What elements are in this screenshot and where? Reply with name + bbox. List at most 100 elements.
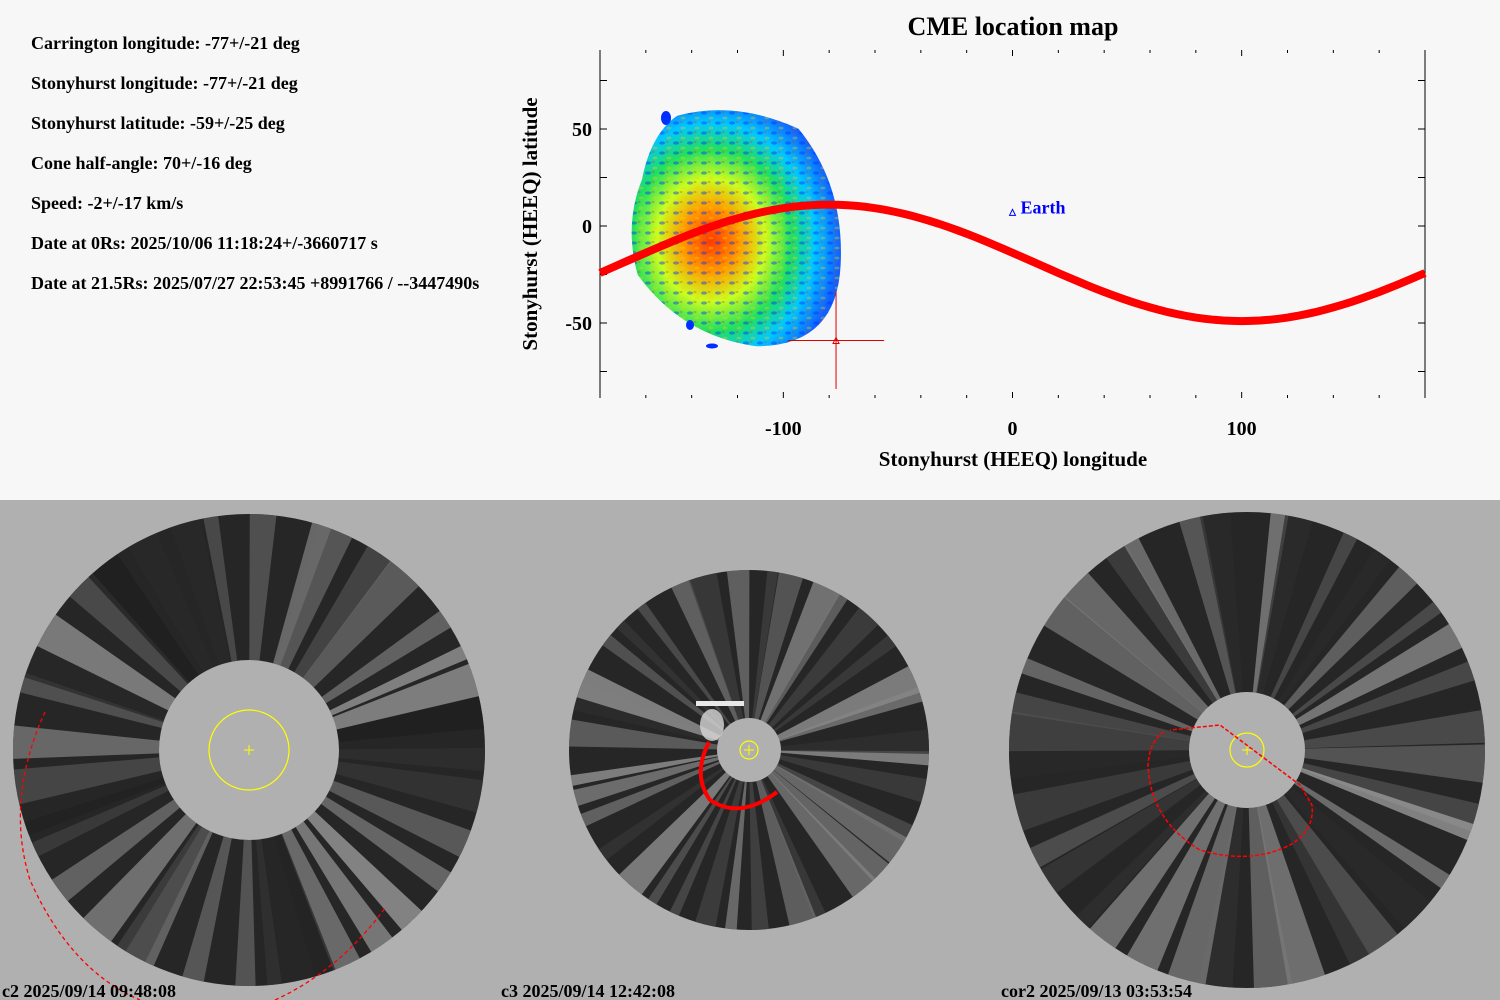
info-stonyhurst-latitude: Stonyhurst latitude: -59+/-25 deg [31, 113, 285, 133]
coronal-streamer [1278, 548, 1391, 704]
y-axis-label: Stonyhurst (HEEQ) latitude [518, 97, 542, 350]
panel-caption-c2: c2 2025/09/14 09:48:08 [2, 981, 176, 1000]
x-axis-label: Stonyhurst (HEEQ) longitude [879, 447, 1147, 471]
coronal-streamer [256, 839, 282, 986]
coronal-streamer [332, 663, 479, 730]
coronal-streamer [1013, 760, 1193, 831]
chart-axes: -100 0 100 50 0 -50 [565, 50, 1426, 440]
coronal-streamer [756, 779, 817, 926]
cme-cone-outline-right [274, 907, 386, 1000]
coronal-streamer [1256, 515, 1313, 695]
coronal-streamer [249, 514, 277, 661]
coronal-streamer [602, 634, 725, 732]
coronal-streamer [1256, 804, 1326, 985]
cme-cone-outline [1147, 724, 1314, 858]
panel-caption-cor2: cor2 2025/09/13 03:53:54 [1001, 981, 1192, 1000]
coronagraph-image [1009, 512, 1485, 988]
x-tick-label: 0 [1008, 418, 1018, 440]
cme-probability-heatmap [631, 110, 841, 349]
coronal-streamer [336, 696, 485, 742]
coronal-streamer [573, 757, 719, 806]
coronal-streamer [773, 635, 896, 732]
coronal-streamer [281, 829, 360, 971]
coronal-streamer [754, 572, 803, 720]
cme-location-map: CME location map -100 0 100 50 0 -50 Earth St… [518, 12, 1427, 471]
coronal-streamer [170, 519, 231, 666]
cme-cone-outline-left [19, 711, 141, 1000]
coronal-streamer [1179, 516, 1237, 695]
coronal-streamer [24, 643, 169, 723]
x-tick-label: -100 [765, 418, 802, 440]
coronal-streamer [1009, 711, 1190, 752]
coronal-streamer [1127, 800, 1226, 971]
coronal-streamer [1064, 572, 1209, 713]
info-carrington-longitude: Carrington longitude: -77+/-21 deg [31, 33, 300, 53]
coronal-streamer [749, 781, 769, 930]
coronagraph-image [12, 514, 486, 986]
coronal-streamer [648, 776, 733, 905]
coronal-streamer [576, 669, 721, 741]
y-tick-label: 0 [582, 216, 592, 238]
coronal-streamer [669, 778, 737, 916]
coronal-streamer [1292, 601, 1442, 717]
coronal-streamer [580, 761, 721, 827]
chart-title: CME location map [908, 12, 1119, 41]
sun-center-crosshair-icon [744, 745, 754, 755]
coronal-streamer [569, 719, 718, 750]
solar-limb-circle [208, 709, 290, 791]
coronal-streamer [295, 821, 393, 952]
coronal-streamer [1300, 768, 1474, 840]
coronal-streamer [307, 811, 422, 930]
coronal-streamer [619, 772, 730, 895]
coronal-streamer [329, 780, 471, 857]
cme-cone-outline [698, 741, 779, 811]
heatmap-fragment [686, 320, 694, 330]
coronal-streamer [37, 614, 176, 711]
coronal-streamer [1276, 794, 1398, 955]
coronagraph-image [569, 570, 929, 930]
coronal-streamer [1248, 806, 1293, 988]
coronal-streamer [1021, 658, 1194, 732]
coronal-streamer [598, 767, 724, 861]
coronal-streamer [203, 516, 238, 662]
chart-markers: Earth [787, 197, 1066, 389]
x-tick-label: 100 [1227, 418, 1257, 440]
coronal-streamer [275, 524, 353, 670]
reference-curve [598, 200, 1427, 326]
sun-center-crosshair-icon [1242, 745, 1252, 755]
coronal-streamer [117, 824, 210, 962]
coronal-streamer [1294, 780, 1450, 889]
coronal-streamer [128, 532, 214, 673]
coronal-streamer [1030, 773, 1197, 868]
coronal-streamer [88, 554, 199, 685]
panel-caption-c3: c3 2025/09/14 12:42:08 [501, 981, 675, 1000]
coronal-streamer [779, 755, 927, 803]
info-speed: Speed: -2+/-17 km/s [31, 193, 184, 213]
coronal-streamer [570, 754, 718, 786]
coronal-streamer [780, 729, 929, 754]
coronal-streamer [1285, 786, 1431, 929]
coronal-streamer [1040, 779, 1201, 893]
coronal-streamer [1089, 793, 1215, 949]
coronal-streamer [688, 572, 744, 720]
coronal-streamer [338, 747, 486, 772]
coronal-streamer [1296, 624, 1462, 726]
coronal-streamer [274, 833, 336, 977]
coronal-streamer [1011, 692, 1191, 742]
coronal-streamer [302, 561, 419, 688]
cme-location-marker-icon [832, 336, 840, 344]
coronal-streamer [1106, 545, 1218, 704]
earth-label: Earth [1021, 197, 1066, 217]
coronal-streamer [51, 799, 180, 902]
heatmap-fragment [661, 111, 671, 125]
coronal-streamer [764, 593, 848, 724]
coronal-streamer [778, 687, 923, 742]
coronal-streamer [760, 778, 826, 919]
panel-cor2: cor2 2025/09/13 03:53:54 [1001, 512, 1485, 1000]
coronal-streamer [31, 785, 169, 857]
coronal-streamer [760, 581, 840, 723]
coronal-streamer [768, 607, 879, 728]
coronal-streamer [752, 570, 779, 719]
coronal-streamer [24, 777, 166, 836]
coronal-streamer [12, 725, 160, 759]
